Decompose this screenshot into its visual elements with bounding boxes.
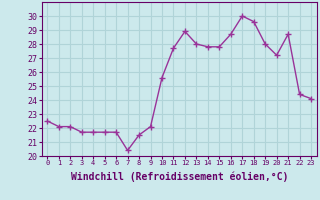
X-axis label: Windchill (Refroidissement éolien,°C): Windchill (Refroidissement éolien,°C) (70, 172, 288, 182)
